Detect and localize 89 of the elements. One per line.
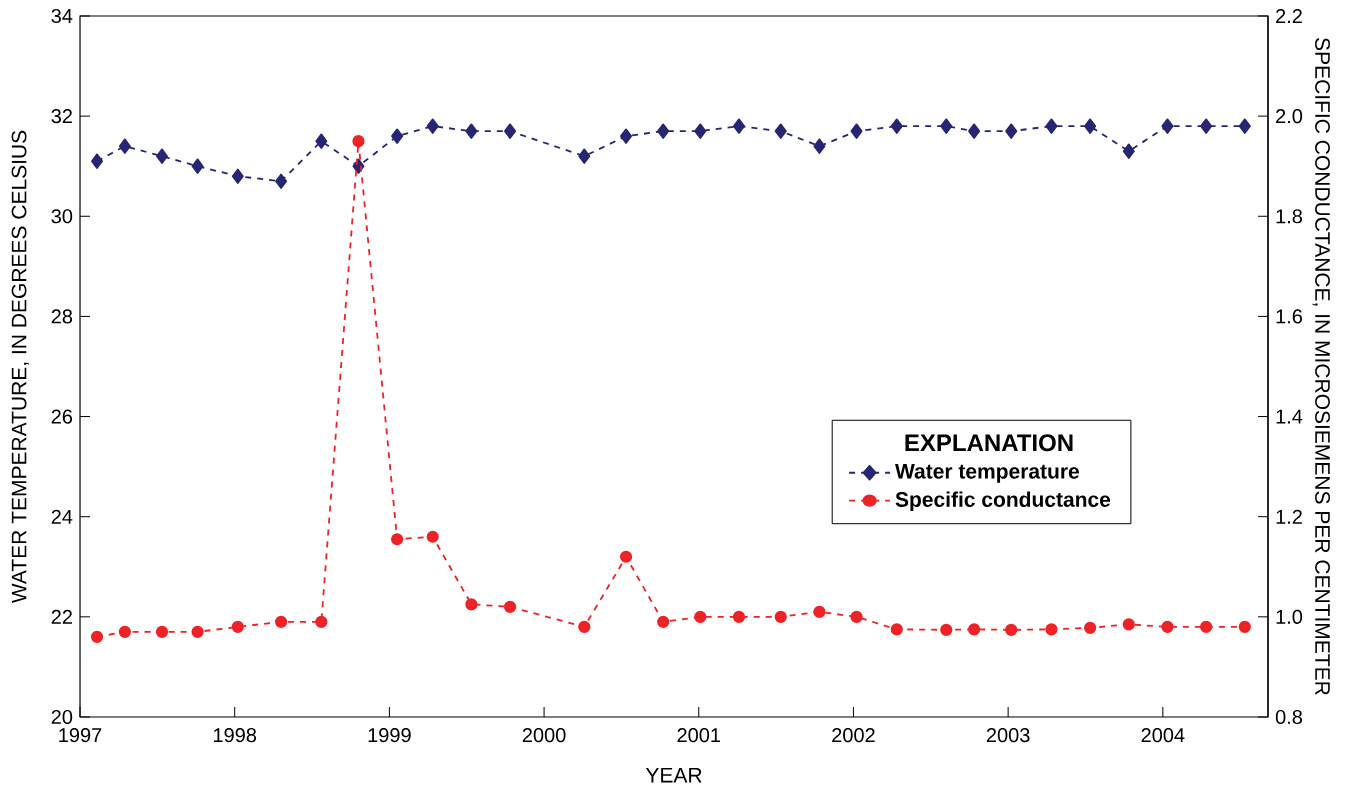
point xyxy=(275,615,288,628)
point xyxy=(155,148,168,164)
x-tick-label: 2000 xyxy=(522,728,566,743)
y2-tick-label: 1.2 xyxy=(1276,509,1302,524)
point xyxy=(1122,618,1135,631)
point xyxy=(465,598,478,611)
x-tick-label: 2001 xyxy=(677,728,721,743)
point xyxy=(426,530,439,543)
point xyxy=(578,148,591,164)
y-tick-label: 28 xyxy=(51,309,73,324)
point xyxy=(694,123,707,139)
point xyxy=(191,625,204,638)
point xyxy=(813,138,826,154)
point xyxy=(578,620,591,633)
y2-tick-label: 0.8 xyxy=(1275,709,1303,725)
point xyxy=(1238,118,1251,134)
y2-tick-label: 2.2 xyxy=(1276,9,1302,23)
point xyxy=(231,168,244,184)
point xyxy=(465,123,478,139)
point xyxy=(1084,621,1097,634)
point xyxy=(774,610,787,623)
point xyxy=(503,600,517,613)
point xyxy=(968,623,981,636)
x-tick-label: 1997 xyxy=(59,728,102,743)
point xyxy=(657,123,670,139)
point xyxy=(1161,620,1174,633)
y-tick-label: 22 xyxy=(51,609,72,624)
point xyxy=(155,625,169,638)
point xyxy=(619,550,633,563)
point xyxy=(890,623,903,636)
y2-tick-label: 1.6 xyxy=(1276,309,1303,324)
point xyxy=(275,173,288,189)
point xyxy=(391,533,404,546)
x-axis-title: YEAR xyxy=(645,767,702,783)
point xyxy=(732,118,745,134)
point xyxy=(620,128,633,144)
point xyxy=(1005,123,1018,139)
point xyxy=(940,623,953,636)
point xyxy=(191,158,204,174)
x-tick-label: 1999 xyxy=(368,728,411,743)
point xyxy=(657,615,670,628)
x-tick-label: 2004 xyxy=(1141,728,1185,743)
point xyxy=(391,128,404,144)
y-tick-label: 34 xyxy=(51,8,73,24)
point xyxy=(1045,623,1058,636)
y-axis-title: WATER TEMPERATURE, IN DEGREES CELSIUS xyxy=(11,130,29,604)
x-tick-label: 1998 xyxy=(213,728,257,743)
point xyxy=(774,123,787,139)
point xyxy=(90,630,104,643)
y2-tick-label: 2.0 xyxy=(1276,109,1303,124)
y-tick-label: 30 xyxy=(51,209,73,224)
point xyxy=(426,118,439,134)
point xyxy=(1200,118,1213,134)
point xyxy=(732,610,746,623)
y-tick-label: 26 xyxy=(51,409,73,424)
point xyxy=(968,123,981,139)
point xyxy=(315,133,328,149)
point xyxy=(850,123,863,139)
y-tick-label: 20 xyxy=(51,709,73,725)
legend-label: Water temperature xyxy=(895,464,1079,483)
point xyxy=(118,138,131,154)
point xyxy=(1200,620,1213,633)
legend-label: Specific conductance xyxy=(895,491,1111,512)
point xyxy=(118,625,131,638)
legend-title: EXPLANATION xyxy=(905,434,1073,452)
point xyxy=(1084,118,1097,134)
y-tick-label: 24 xyxy=(51,509,73,524)
point xyxy=(1045,118,1058,134)
y2-tick-label: 1.0 xyxy=(1276,609,1303,624)
point xyxy=(231,620,244,633)
point xyxy=(1238,620,1251,633)
point xyxy=(850,610,863,623)
point xyxy=(352,135,365,148)
y-tick-label: 32 xyxy=(51,109,72,124)
y2-axis-title: SPECIFIC CONDUCTANCE, IN MICROSIEMENS PER CENTIMETER xyxy=(1312,38,1330,695)
point xyxy=(504,123,517,139)
point xyxy=(890,118,903,134)
point xyxy=(1005,623,1018,636)
x-tick-label: 2003 xyxy=(986,728,1030,743)
point xyxy=(940,118,953,134)
x-tick-label: 2002 xyxy=(832,728,875,743)
point xyxy=(91,153,104,169)
point xyxy=(694,610,707,623)
y2-tick-label: 1.8 xyxy=(1276,209,1303,224)
point xyxy=(315,615,328,628)
point xyxy=(813,605,826,618)
y2-tick-label: 1.4 xyxy=(1276,409,1303,424)
point xyxy=(1122,143,1135,159)
point xyxy=(1161,118,1174,134)
